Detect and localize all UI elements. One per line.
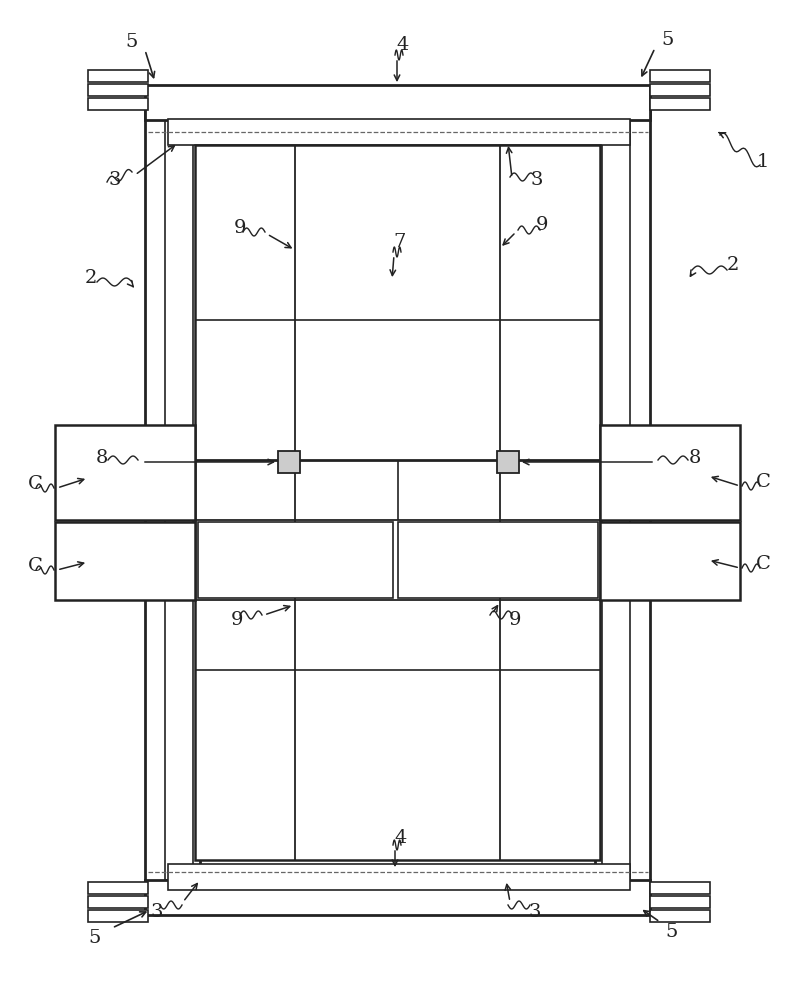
Text: 4: 4 [397, 36, 409, 54]
Bar [595, 100, 650, 910]
Bar [278, 451, 300, 473]
Text: 9: 9 [231, 611, 243, 629]
Text: 5: 5 [89, 929, 101, 947]
Text: 8: 8 [96, 449, 108, 467]
Bar [650, 70, 710, 82]
Bar [55, 425, 195, 520]
Text: 2: 2 [727, 256, 739, 274]
Text: 2: 2 [85, 269, 97, 287]
Text: 9: 9 [234, 219, 246, 237]
Text: 3: 3 [151, 903, 163, 921]
Bar [145, 100, 200, 910]
Bar [55, 522, 195, 600]
Text: C: C [28, 557, 42, 575]
Bar [650, 84, 710, 96]
Bar [145, 85, 650, 120]
Bar [88, 84, 148, 96]
Bar [88, 70, 148, 82]
Bar [168, 864, 630, 890]
Bar [195, 145, 600, 860]
Text: 5: 5 [665, 923, 678, 941]
Text: 5: 5 [661, 31, 674, 49]
Text: 9: 9 [509, 611, 522, 629]
Bar [168, 119, 630, 145]
Bar [88, 882, 148, 894]
Bar [602, 110, 630, 880]
Text: 7: 7 [394, 233, 406, 251]
Bar [398, 522, 598, 598]
Bar [145, 880, 650, 915]
Bar [88, 98, 148, 110]
Text: C: C [28, 475, 42, 493]
Bar [650, 910, 710, 922]
Text: C: C [755, 555, 770, 573]
Text: 5: 5 [126, 33, 138, 51]
Text: 3: 3 [109, 171, 122, 189]
Bar [600, 522, 740, 600]
Text: 3: 3 [531, 171, 543, 189]
Bar [88, 896, 148, 908]
Text: 1: 1 [757, 153, 770, 171]
Bar [88, 910, 148, 922]
Bar [497, 451, 519, 473]
Text: 4: 4 [395, 829, 407, 847]
Bar [198, 522, 393, 598]
Bar [600, 425, 740, 520]
Bar [650, 882, 710, 894]
Text: 8: 8 [688, 449, 701, 467]
Bar [650, 98, 710, 110]
Bar [650, 896, 710, 908]
Text: 3: 3 [529, 903, 541, 921]
Text: 9: 9 [536, 216, 549, 234]
Text: C: C [755, 473, 770, 491]
Bar [165, 110, 193, 880]
